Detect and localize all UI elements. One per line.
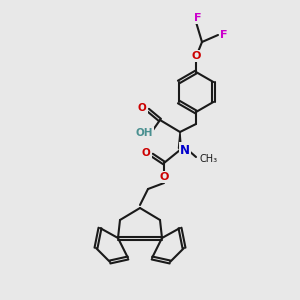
Text: OH: OH	[135, 128, 153, 138]
Text: O: O	[142, 148, 150, 158]
Text: F: F	[194, 13, 202, 23]
Text: O: O	[159, 172, 169, 182]
Text: O: O	[191, 51, 201, 61]
Text: F: F	[220, 30, 228, 40]
Text: CH₃: CH₃	[199, 154, 217, 164]
Text: N: N	[180, 143, 190, 157]
Polygon shape	[178, 132, 182, 152]
Text: O: O	[138, 103, 146, 113]
